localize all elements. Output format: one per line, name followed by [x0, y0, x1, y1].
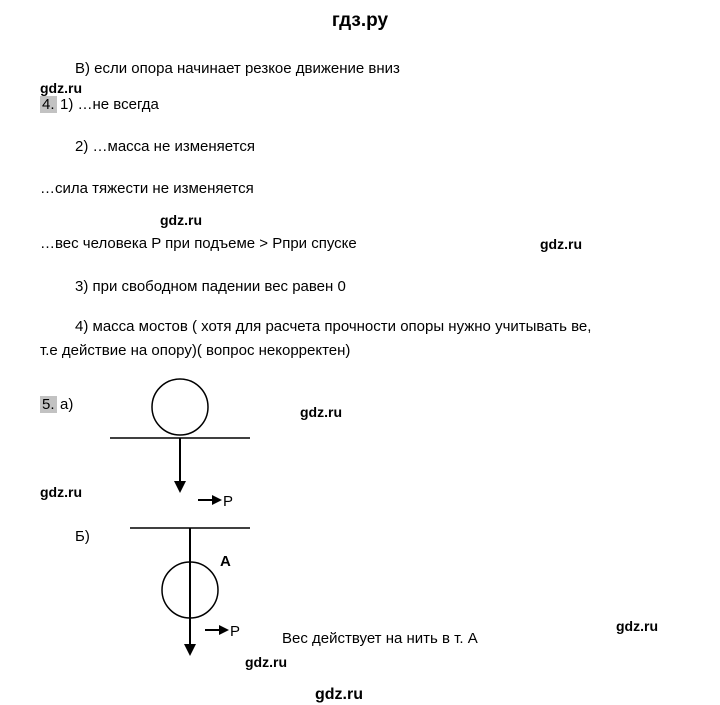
- figure-b: [0, 0, 720, 705]
